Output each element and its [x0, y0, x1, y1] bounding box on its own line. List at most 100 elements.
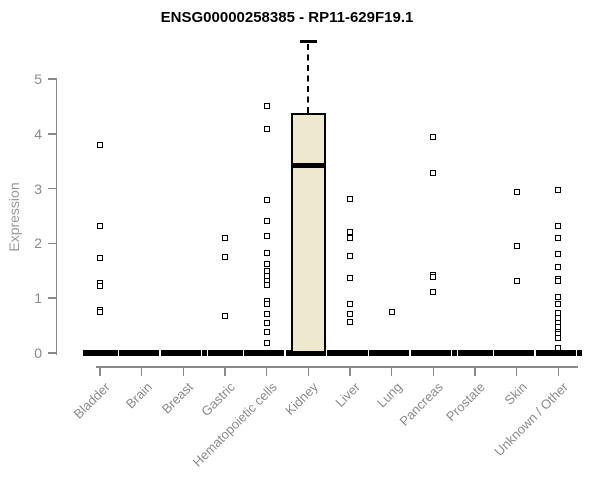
y-tick-label: 5: [34, 71, 42, 87]
zero-expression-cluster: [374, 350, 410, 356]
sample-point: [347, 196, 354, 202]
zero-expression-point: [535, 350, 541, 356]
zero-expression-cluster: [499, 350, 535, 356]
x-axis-line: [96, 366, 578, 368]
sample-point: [263, 300, 270, 307]
sample-point: [347, 234, 354, 241]
sample-point: [347, 310, 354, 317]
zero-expression-cluster: [332, 350, 368, 356]
zero-expression-cluster: [457, 350, 493, 356]
x-tick: [557, 367, 560, 376]
zero-expression-point: [160, 350, 166, 356]
y-tick: [48, 133, 57, 135]
sample-point: [263, 340, 270, 347]
sample-point: [263, 329, 270, 336]
zero-expression-cluster: [249, 350, 285, 356]
sample-point: [555, 223, 562, 230]
box-iqr: [290, 112, 326, 353]
sample-point: [97, 223, 103, 230]
y-tick: [48, 242, 57, 245]
zero-expression-cluster: [207, 350, 243, 356]
y-tick-label: 2: [34, 235, 42, 252]
sample-point: [222, 312, 228, 319]
x-tick: [224, 367, 226, 376]
sample-point: [555, 187, 562, 194]
sample-point: [430, 170, 437, 177]
x-tick: [390, 367, 393, 376]
chart-title: ENSG00000258385 - RP11-629F19.1: [160, 9, 414, 26]
sample-point: [555, 344, 562, 351]
sample-point: [263, 261, 270, 268]
sample-point: [97, 141, 103, 148]
sample-point: [388, 309, 395, 316]
x-tick: [515, 367, 518, 376]
y-tick: [48, 187, 57, 190]
whisker-cap: [299, 40, 317, 44]
x-tick: [140, 367, 143, 376]
y-tick-label: 3: [34, 180, 42, 197]
sample-point: [222, 253, 228, 260]
sample-point: [555, 335, 562, 342]
sample-point: [97, 254, 103, 261]
zero-expression-point: [202, 350, 208, 356]
x-tick: [182, 367, 185, 376]
sample-point: [347, 253, 354, 259]
sample-point: [555, 250, 562, 257]
sample-point: [263, 281, 270, 288]
sample-point: [555, 278, 562, 285]
sample-point: [263, 102, 270, 109]
zero-expression-cluster: [540, 350, 576, 356]
x-tick: [349, 367, 351, 376]
sample-point: [97, 309, 103, 316]
x-tick: [265, 367, 268, 376]
zero-expression-point: [285, 350, 291, 356]
sample-point: [263, 250, 270, 257]
sample-point: [263, 125, 270, 132]
sample-point: [97, 282, 103, 289]
zero-expression-point: [494, 350, 500, 356]
zero-expression-cluster: [165, 350, 201, 356]
median-line: [290, 162, 326, 168]
y-tick: [48, 352, 57, 354]
zero-expression-point: [244, 350, 249, 356]
sample-point: [430, 133, 437, 140]
zero-expression-point: [369, 350, 375, 356]
sample-point: [513, 243, 520, 250]
sample-point: [263, 310, 270, 317]
sample-point: [263, 196, 270, 203]
zero-expression-point: [410, 350, 416, 356]
sample-point: [555, 234, 562, 241]
sample-point: [430, 274, 437, 281]
sample-point: [263, 217, 270, 224]
sample-point: [263, 232, 270, 239]
sample-point: [347, 274, 354, 281]
zero-expression-point: [452, 350, 458, 356]
y-axis-line: [55, 79, 57, 355]
sample-point: [430, 288, 437, 295]
zero-expression-point: [577, 350, 583, 356]
sample-point: [347, 228, 354, 235]
zero-expression-cluster: [415, 350, 451, 356]
zero-expression-point: [119, 350, 124, 356]
zero-expression-cluster: [82, 350, 118, 356]
y-tick-label: 0: [34, 345, 42, 361]
sample-point: [513, 277, 520, 284]
sample-point: [555, 293, 562, 300]
sample-point: [222, 234, 228, 241]
y-tick: [48, 297, 57, 299]
y-tick: [48, 78, 57, 80]
sample-point: [555, 301, 562, 308]
sample-point: [513, 189, 520, 196]
x-tick: [474, 367, 476, 376]
sample-point: [263, 319, 270, 326]
zero-expression-cluster: [290, 350, 326, 356]
y-tick-label: 1: [34, 290, 42, 307]
zero-expression-point: [327, 350, 336, 356]
x-tick: [99, 367, 101, 376]
sample-point: [347, 300, 354, 307]
y-tick-label: 4: [34, 125, 42, 142]
x-tick: [307, 367, 310, 376]
sample-point: [347, 319, 354, 326]
zero-expression-cluster: [124, 350, 160, 356]
sample-point: [555, 263, 562, 270]
